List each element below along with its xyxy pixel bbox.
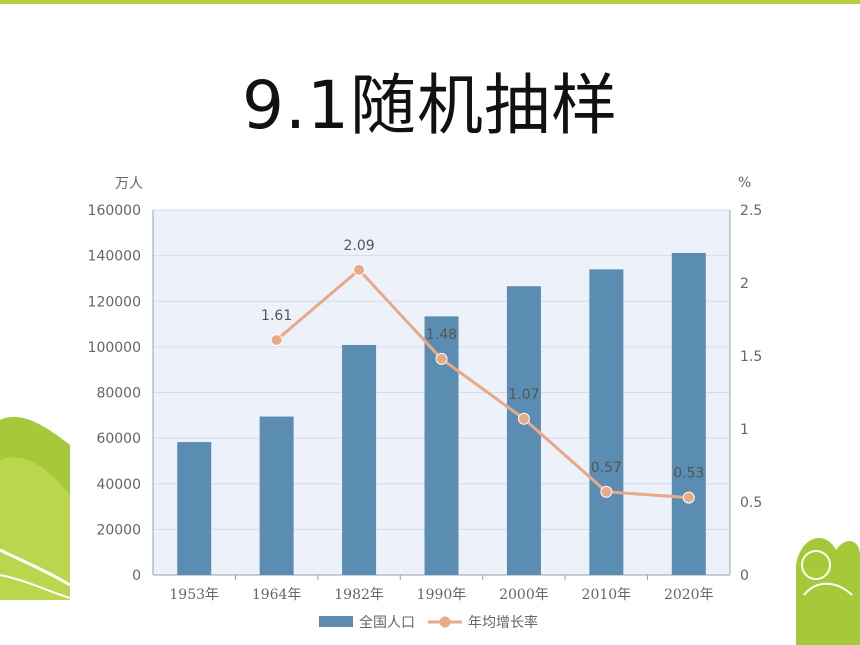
growth-rate-point [682, 491, 695, 504]
category-label: 2020年 [664, 587, 714, 603]
left-axis-tick-label: 40000 [96, 477, 141, 493]
growth-rate-line [275, 268, 689, 500]
right-axis-tick-label: 1 [740, 422, 749, 438]
right-axis-tick-label: 2 [740, 276, 749, 292]
left-axis-tick-label: 60000 [96, 431, 141, 447]
population-bar [342, 345, 377, 575]
category-label: 1964年 [252, 587, 302, 603]
right-axis-tick-label: 0 [740, 568, 749, 584]
growth-rate-point [353, 263, 366, 276]
right-axis-tick-label: 2.5 [740, 203, 762, 219]
growth-rate-data-label: 1.61 [261, 308, 292, 324]
right-axis-unit: % [738, 175, 751, 191]
category-label: 1982年 [334, 587, 384, 603]
left-axis-tick-label: 160000 [88, 203, 141, 219]
slide-title: 9.1随机抽样 [242, 67, 618, 144]
legend-swatch-bars [319, 616, 353, 627]
left-axis-tick-label: 140000 [88, 249, 141, 265]
left-axis-tick-label: 120000 [88, 294, 141, 310]
left-axis-tick-label: 20000 [96, 522, 141, 538]
top-accent-bar [0, 0, 860, 4]
population-bar [589, 269, 624, 575]
growth-rate-point [517, 412, 530, 425]
category-label: 1990年 [417, 587, 467, 603]
population-bar [177, 442, 212, 575]
growth-rate-data-label: 0.53 [673, 466, 704, 482]
legend-swatch-marker [439, 616, 451, 628]
right-bush-decoration [796, 538, 860, 645]
population-bar [259, 416, 294, 575]
category-label: 2010年 [582, 587, 632, 603]
category-label: 1953年 [169, 587, 219, 603]
growth-rate-data-label: 0.57 [591, 460, 622, 476]
growth-rate-point [270, 333, 283, 346]
left-axis-tick-label: 0 [132, 568, 141, 584]
legend-label-bars: 全国人口 [359, 614, 415, 631]
growth-rate-point [435, 352, 448, 365]
left-axis-tick-label: 80000 [96, 386, 141, 402]
growth-rate-point [600, 485, 613, 498]
growth-rate-data-label: 1.07 [508, 387, 539, 403]
growth-rate-data-label: 2.09 [343, 238, 374, 254]
left-axis-unit: 万人 [115, 176, 143, 192]
growth-rate-data-label: 1.48 [426, 327, 457, 343]
right-axis-tick-label: 1.5 [740, 349, 762, 365]
category-label: 2000年 [499, 587, 549, 603]
population-chart: 0 20000 40000 60000 80000 100000 120000 140000 1… [88, 175, 763, 631]
left-axis-tick-label: 100000 [88, 340, 141, 356]
right-axis-tick-label: 0.5 [740, 495, 762, 511]
population-bar [671, 252, 706, 575]
left-hill-decoration [0, 416, 70, 600]
legend-label-line: 年均增长率 [468, 614, 538, 631]
